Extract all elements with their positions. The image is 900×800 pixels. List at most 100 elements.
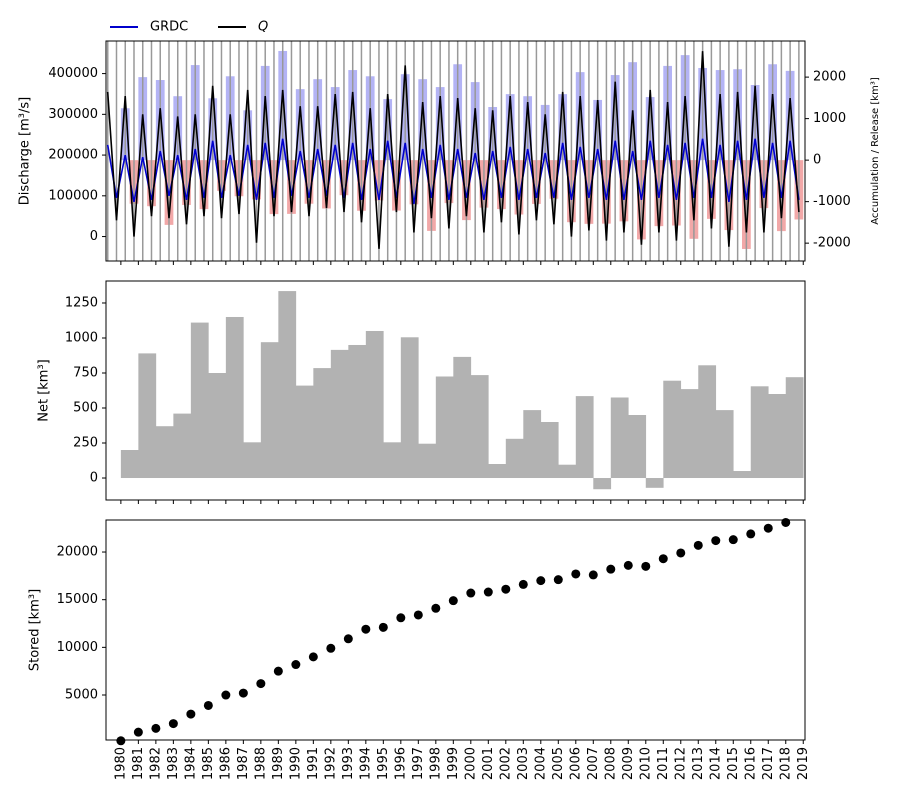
x-tick-label: 2008: [603, 747, 618, 780]
bar: [225, 316, 244, 479]
point: [711, 536, 721, 546]
x-tick-label: 1984: [183, 747, 198, 780]
point: [151, 723, 161, 733]
point: [343, 634, 353, 644]
bar: [698, 365, 717, 479]
point: [588, 570, 598, 580]
point: [361, 624, 371, 634]
bar: [365, 330, 384, 479]
point: [571, 569, 581, 579]
bar: [575, 396, 594, 479]
bar: [138, 353, 157, 479]
y2-tick-label: -2000: [813, 236, 851, 251]
point: [658, 554, 668, 564]
point: [676, 548, 686, 558]
x-tick-label: 2007: [586, 747, 601, 780]
x-tick-label: 2010: [638, 747, 653, 780]
x-tick-label: 2006: [568, 747, 583, 780]
x-tick-label: 2013: [691, 747, 706, 780]
bar: [400, 337, 419, 479]
x-tick-label: 1990: [288, 747, 303, 780]
bar: [418, 443, 437, 479]
bar: [383, 442, 402, 479]
point: [168, 719, 178, 729]
y-tick-label: 100000: [48, 188, 98, 203]
bar: [453, 356, 472, 479]
bar: [750, 386, 769, 479]
bar: [488, 464, 507, 479]
point: [378, 622, 388, 632]
series-line: [106, 51, 800, 249]
x-tick-label: 2005: [551, 747, 566, 780]
point: [553, 575, 563, 585]
x-tick-label: 1989: [271, 747, 286, 780]
x-tick-label: 1983: [166, 747, 181, 780]
x-tick-label: 1986: [218, 747, 233, 780]
bar: [208, 372, 227, 479]
point: [518, 579, 528, 589]
y-tick-label: 10000: [57, 640, 98, 655]
x-tick-label: 2012: [673, 747, 688, 780]
y2-tick-label: 2000: [813, 70, 846, 85]
y-axis-label: Stored [km³]: [28, 589, 43, 671]
x-tick-label: 1982: [148, 747, 163, 780]
bar: [190, 322, 209, 479]
y-tick-label: 250: [73, 436, 98, 451]
x-tick-label: 1998: [428, 747, 443, 780]
bar: [260, 342, 279, 479]
x-tick-label: 2019: [796, 747, 811, 780]
bar: [435, 376, 454, 479]
x-tick-label: 2001: [481, 747, 496, 780]
y-tick-label: 20000: [57, 545, 98, 560]
legend-label: GRDC: [150, 20, 188, 35]
point: [396, 613, 406, 623]
x-tick-label: 1988: [253, 747, 268, 780]
bar: [593, 478, 612, 490]
point: [781, 517, 791, 527]
bar: [155, 426, 174, 479]
point: [186, 709, 196, 719]
point: [326, 643, 336, 653]
x-tick-label: 2011: [656, 747, 671, 780]
axes-frame: [105, 280, 806, 501]
x-tick-label: 1981: [131, 747, 146, 780]
point: [221, 690, 231, 700]
point: [606, 564, 616, 574]
bar: [558, 464, 577, 479]
bar: [313, 368, 332, 479]
x-tick-label: 1995: [376, 747, 391, 780]
bar: [470, 375, 489, 479]
x-tick-label: 1992: [323, 747, 338, 780]
plot-area: [106, 41, 804, 261]
x-tick-label: 2018: [778, 747, 793, 780]
bar: [733, 471, 752, 479]
legend-label: Q: [258, 20, 268, 35]
y2-tick-label: 0: [813, 153, 821, 168]
bar: [645, 478, 664, 488]
y2-tick-label: -1000: [813, 194, 851, 209]
bar: [505, 438, 524, 479]
y-tick-label: 300000: [48, 107, 98, 122]
point: [291, 660, 301, 670]
point: [238, 688, 248, 698]
bar: [243, 442, 262, 479]
point: [746, 529, 756, 539]
point: [728, 535, 738, 545]
x-tick-label: 2016: [743, 747, 758, 780]
y-axis-label: Net [km³]: [37, 359, 52, 422]
y-tick-label: 500: [73, 401, 98, 416]
point: [203, 700, 213, 710]
y-tick-label: 1250: [65, 295, 98, 310]
bar: [610, 397, 629, 479]
x-tick-label: 1999: [446, 747, 461, 780]
y-tick-label: 750: [73, 365, 98, 380]
bar: [785, 377, 804, 479]
x-tick-label: 2015: [726, 747, 741, 780]
bar: [278, 291, 297, 479]
x-tick-label: 2009: [621, 747, 636, 780]
x-tick-label: 1991: [306, 747, 321, 780]
y-tick-label: 1000: [65, 330, 98, 345]
y-tick-label: 200000: [48, 148, 98, 163]
axes-frame: [105, 519, 806, 741]
